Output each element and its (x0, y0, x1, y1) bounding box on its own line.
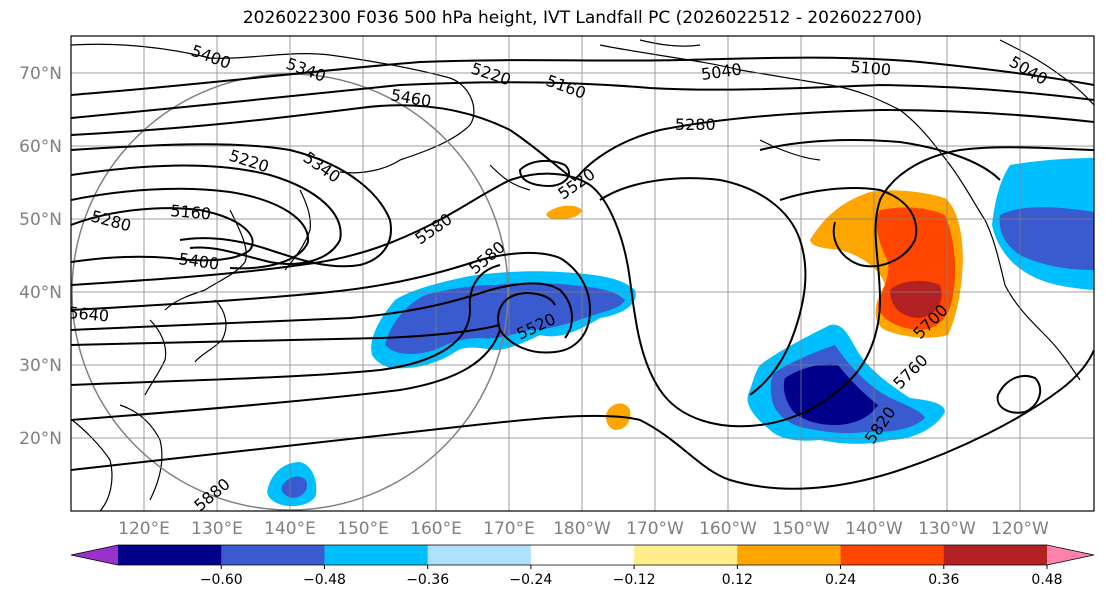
ivt-negative-small-core (281, 476, 308, 498)
colorbar-bin (324, 545, 429, 565)
colorbar: −0.60 −0.48 −0.36 −0.24 −0.12 0.12 0.24 0.36 0.4… (70, 544, 1095, 588)
colorbar-tick-label: −0.48 (303, 572, 346, 588)
contour-label: 5640 (68, 303, 110, 325)
lat-label: 50°N (19, 210, 62, 230)
lat-label: 70°N (19, 64, 62, 84)
colorbar-tick-label: −0.36 (406, 572, 449, 588)
height-contours (71, 56, 1094, 490)
colorbar-tick-label: −0.60 (200, 572, 243, 588)
lat-label: 60°N (19, 137, 62, 157)
colorbar-bin (118, 545, 222, 565)
ivt-negative-core-west (385, 282, 625, 355)
lon-label: 150°W (772, 519, 830, 539)
ivt-negative-peak-east (783, 364, 878, 425)
lon-label: 140°W (845, 519, 903, 539)
colorbar-extend-low (71, 545, 118, 565)
lon-label: 130°W (918, 519, 976, 539)
lon-label: 140°E (264, 519, 316, 539)
lon-label: 160°E (410, 519, 462, 539)
colorbar-bin (840, 545, 945, 565)
colorbar-extend-high (1047, 545, 1094, 565)
longitude-labels: 120°E 130°E 140°E 150°E 160°E 170°E 180°… (118, 519, 1049, 539)
colorbar-bin (427, 545, 532, 565)
lat-label: 20°N (19, 429, 62, 449)
colorbar-tick-label: 0.24 (825, 572, 856, 588)
latitude-labels: 70°N 60°N 50°N 40°N 30°N 20°N (19, 64, 62, 449)
colorbar-outline (70, 544, 1095, 566)
colorbar-bin (943, 545, 1048, 565)
colorbar-tick-label: 0.36 (928, 572, 959, 588)
colorbar-bin (737, 545, 842, 565)
colorbar-bin (634, 545, 738, 565)
lon-label: 160°W (699, 519, 757, 539)
lon-label: 150°E (337, 519, 389, 539)
ivt-positive-peak (890, 280, 942, 318)
map-frame (70, 35, 1095, 512)
lon-label: 120°E (118, 519, 170, 539)
colorbar-tick-label: 0.12 (722, 572, 753, 588)
colorbar-bin (221, 545, 325, 565)
lat-label: 40°N (19, 283, 62, 303)
colorbar-bin (530, 545, 635, 565)
lon-label: 170°W (626, 519, 684, 539)
lon-label: 170°E (483, 519, 535, 539)
contour-label: 5280 (675, 115, 716, 134)
chart-title: 2026022300 F036 500 hPa height, IVT Land… (242, 8, 923, 28)
colorbar-tick-label: −0.24 (509, 572, 552, 588)
contour-label: 5100 (850, 57, 892, 79)
lon-label: 180°W (553, 519, 611, 539)
lon-label: 130°E (191, 519, 243, 539)
lon-label: 120°W (991, 519, 1049, 539)
colorbar-tick-label: −0.12 (613, 572, 656, 588)
colorbar-tick-label: 0.48 (1031, 572, 1062, 588)
ivt-negative-core-northeast (999, 207, 1094, 270)
contour-label: 5160 (170, 201, 212, 223)
lat-label: 30°N (19, 356, 62, 376)
ivt-positive-small-north (546, 205, 582, 220)
coastlines (71, 39, 1094, 511)
